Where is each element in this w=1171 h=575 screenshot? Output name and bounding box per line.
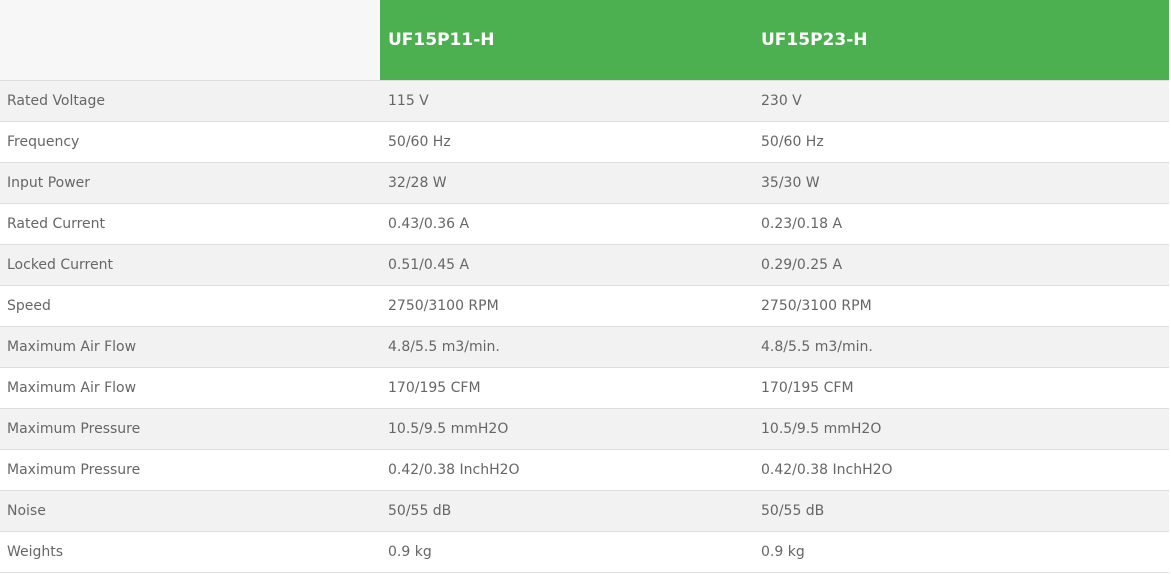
spec-label: Input Power [0, 162, 380, 204]
table-row: Speed 2750/3100 RPM 2750/3100 RPM [0, 285, 1169, 327]
header-blank-cell [0, 0, 380, 81]
spec-value-model-1: 50/60 Hz [380, 121, 753, 163]
spec-label: Locked Current [0, 244, 380, 286]
spec-value-model-2: 0.29/0.25 A [753, 244, 1169, 286]
spec-value-model-1: 0.51/0.45 A [380, 244, 753, 286]
spec-value-model-2: 50/55 dB [753, 490, 1169, 532]
table-row: Weights 0.9 kg 0.9 kg [0, 531, 1169, 573]
table-row: Rated Voltage 115 V 230 V [0, 80, 1169, 122]
spec-value-model-2: 0.23/0.18 A [753, 203, 1169, 245]
spec-value-model-1: 50/55 dB [380, 490, 753, 532]
spec-label: Weights [0, 531, 380, 573]
spec-value-model-2: 50/60 Hz [753, 121, 1169, 163]
table-row: Rated Current 0.43/0.36 A 0.23/0.18 A [0, 203, 1169, 245]
spec-value-model-2: 230 V [753, 80, 1169, 122]
spec-value-model-1: 2750/3100 RPM [380, 285, 753, 327]
spec-value-model-1: 32/28 W [380, 162, 753, 204]
spec-label: Maximum Pressure [0, 408, 380, 450]
spec-value-model-1: 170/195 CFM [380, 367, 753, 409]
table-row: Maximum Pressure 10.5/9.5 mmH2O 10.5/9.5 m… [0, 408, 1169, 450]
spec-label: Speed [0, 285, 380, 327]
header-row: UF15P11-H UF15P23-H [0, 0, 1169, 81]
table-row: Noise 50/55 dB 50/55 dB [0, 490, 1169, 532]
spec-value-model-2: 170/195 CFM [753, 367, 1169, 409]
spec-value-model-2: 0.42/0.38 InchH2O [753, 449, 1169, 491]
table-row: Locked Current 0.51/0.45 A 0.29/0.25 A [0, 244, 1169, 286]
spec-value-model-1: 0.43/0.36 A [380, 203, 753, 245]
spec-value-model-2: 35/30 W [753, 162, 1169, 204]
spec-value-model-2: 0.9 kg [753, 531, 1169, 573]
spec-value-model-1: 4.8/5.5 m3/min. [380, 326, 753, 368]
spec-label: Maximum Air Flow [0, 367, 380, 409]
table-row: Maximum Air Flow 4.8/5.5 m3/min. 4.8/5.5 m… [0, 326, 1169, 368]
header-model-1: UF15P11-H [380, 0, 753, 81]
spec-value-model-1: 115 V [380, 80, 753, 122]
spec-value-model-2: 10.5/9.5 mmH2O [753, 408, 1169, 450]
table-row: Frequency 50/60 Hz 50/60 Hz [0, 121, 1169, 163]
table-row: Input Power 32/28 W 35/30 W [0, 162, 1169, 204]
spec-value-model-1: 10.5/9.5 mmH2O [380, 408, 753, 450]
spec-label: Noise [0, 490, 380, 532]
spec-value-model-1: 0.9 kg [380, 531, 753, 573]
spec-label: Rated Voltage [0, 80, 380, 122]
spec-value-model-2: 2750/3100 RPM [753, 285, 1169, 327]
table-row: Maximum Pressure 0.42/0.38 InchH2O 0.42/0.… [0, 449, 1169, 491]
table-row: Maximum Air Flow 170/195 CFM 170/195 CFM [0, 367, 1169, 409]
spec-value-model-2: 4.8/5.5 m3/min. [753, 326, 1169, 368]
spec-label: Rated Current [0, 203, 380, 245]
spec-label: Frequency [0, 121, 380, 163]
header-model-2: UF15P23-H [753, 0, 1169, 81]
spec-value-model-1: 0.42/0.38 InchH2O [380, 449, 753, 491]
spec-label: Maximum Air Flow [0, 326, 380, 368]
spec-label: Maximum Pressure [0, 449, 380, 491]
